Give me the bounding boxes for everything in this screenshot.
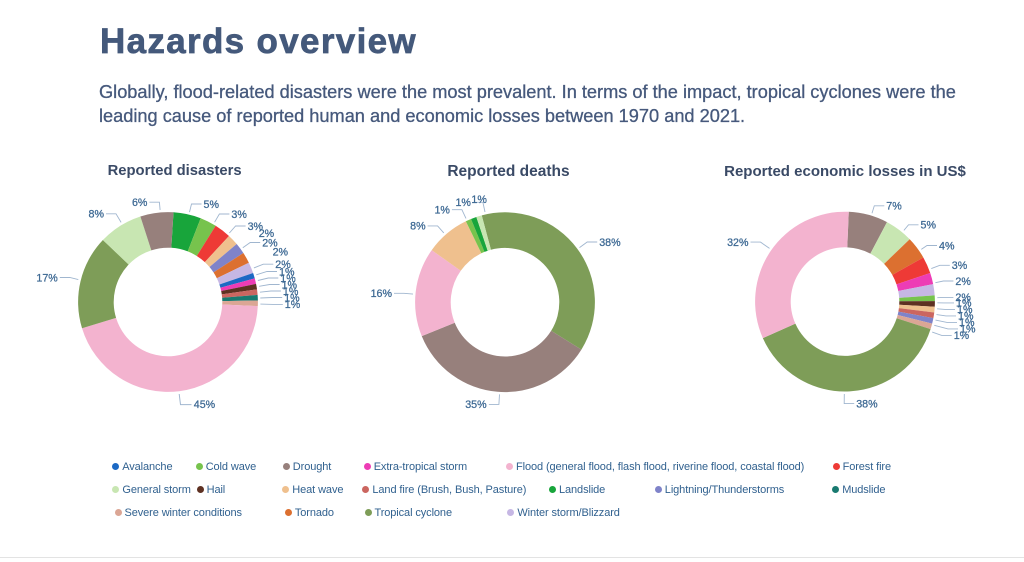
svg-text:2%: 2% — [259, 228, 275, 240]
svg-text:5%: 5% — [204, 199, 220, 211]
svg-text:6%: 6% — [132, 197, 148, 209]
svg-text:2%: 2% — [955, 292, 971, 304]
svg-text:2%: 2% — [273, 247, 289, 259]
svg-text:3%: 3% — [952, 260, 968, 272]
svg-text:4%: 4% — [939, 240, 955, 252]
svg-text:3%: 3% — [248, 221, 264, 233]
svg-text:3%: 3% — [231, 209, 247, 221]
svg-text:8%: 8% — [410, 221, 426, 233]
svg-text:16%: 16% — [371, 288, 393, 300]
svg-text:1%: 1% — [285, 299, 301, 311]
svg-text:1%: 1% — [279, 266, 295, 278]
svg-text:1%: 1% — [960, 324, 976, 336]
svg-text:2%: 2% — [955, 276, 971, 288]
svg-text:1%: 1% — [956, 298, 972, 310]
svg-text:38%: 38% — [599, 237, 621, 249]
svg-text:1%: 1% — [283, 286, 299, 298]
svg-text:1%: 1% — [959, 317, 975, 329]
svg-text:2%: 2% — [262, 237, 278, 249]
svg-text:1%: 1% — [280, 273, 296, 285]
svg-text:8%: 8% — [89, 209, 105, 221]
svg-text:1%: 1% — [954, 330, 970, 342]
svg-text:1%: 1% — [455, 197, 471, 209]
svg-text:2%: 2% — [275, 259, 291, 271]
svg-text:35%: 35% — [465, 399, 487, 411]
svg-text:1%: 1% — [958, 311, 974, 323]
svg-text:1%: 1% — [282, 279, 298, 291]
svg-text:5%: 5% — [921, 220, 937, 232]
svg-text:7%: 7% — [886, 201, 902, 213]
svg-text:17%: 17% — [36, 272, 58, 284]
svg-text:1%: 1% — [284, 292, 300, 304]
svg-text:32%: 32% — [727, 237, 749, 249]
svg-text:1%: 1% — [957, 304, 973, 316]
svg-text:45%: 45% — [194, 399, 216, 411]
svg-text:1%: 1% — [471, 194, 487, 206]
svg-text:38%: 38% — [856, 398, 878, 410]
svg-text:1%: 1% — [434, 205, 450, 217]
